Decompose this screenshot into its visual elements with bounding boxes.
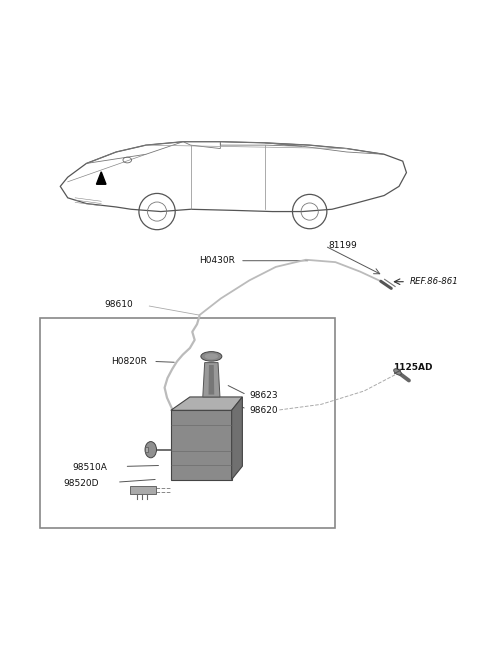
Ellipse shape <box>201 352 222 361</box>
Polygon shape <box>130 485 156 495</box>
Text: REF.86-861: REF.86-861 <box>409 277 458 286</box>
Ellipse shape <box>204 354 218 359</box>
Text: 98520D: 98520D <box>63 479 99 487</box>
Polygon shape <box>208 365 214 394</box>
Text: H0820R: H0820R <box>111 357 147 366</box>
Text: 98610: 98610 <box>104 300 133 309</box>
Polygon shape <box>171 397 242 410</box>
Text: H0430R: H0430R <box>199 256 235 265</box>
Text: 1125AD: 1125AD <box>393 363 432 372</box>
Ellipse shape <box>145 441 156 458</box>
Polygon shape <box>203 363 220 397</box>
Polygon shape <box>145 447 148 452</box>
Polygon shape <box>232 397 242 480</box>
Bar <box>39 318 336 529</box>
Text: 81199: 81199 <box>328 241 357 251</box>
Text: 98510A: 98510A <box>72 463 107 472</box>
Text: 98620: 98620 <box>250 405 278 415</box>
Polygon shape <box>171 410 232 480</box>
Ellipse shape <box>394 369 401 375</box>
Polygon shape <box>96 172 106 184</box>
Text: 98623: 98623 <box>250 391 278 400</box>
